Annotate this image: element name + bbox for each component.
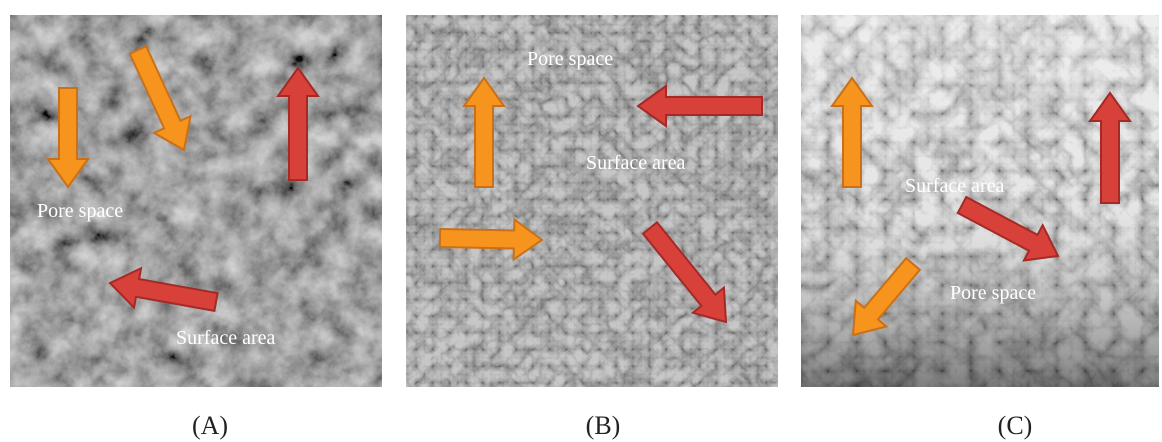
panel-label: (A) xyxy=(192,411,228,440)
annotation: Pore space xyxy=(950,282,1036,304)
panel-label: (C) xyxy=(998,411,1033,440)
panel-b-image xyxy=(406,15,778,387)
annotation: Surface area xyxy=(586,152,685,174)
annotation: Surface area xyxy=(176,327,275,349)
figure: Pore space Surface area Pore space Surfa… xyxy=(0,0,1162,442)
annotation: Surface area xyxy=(905,175,1004,197)
panel-label: (B) xyxy=(586,411,621,440)
page: Pore space Surface area Pore space Surfa… xyxy=(0,0,1162,442)
annotation: Pore space xyxy=(527,48,613,70)
annotation: Pore space xyxy=(37,200,123,222)
